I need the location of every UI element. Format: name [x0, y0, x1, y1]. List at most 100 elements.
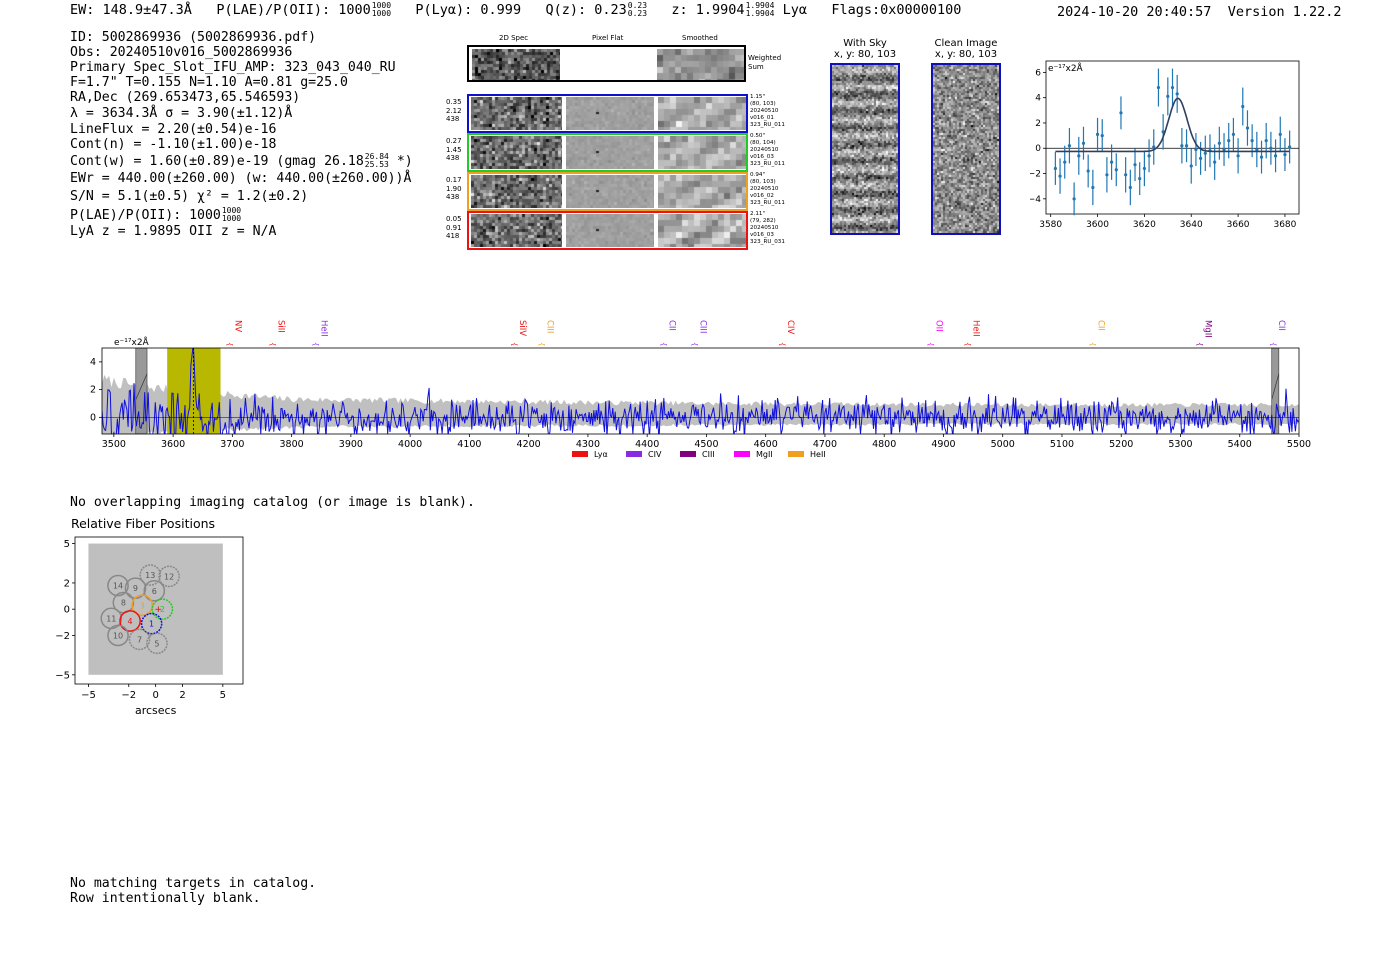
fiber-plot-title: Relative Fiber Positions: [71, 516, 215, 531]
masked-hatch: [135, 373, 148, 400]
line-label: CIII: [698, 320, 708, 333]
fiber-image-area: [88, 543, 223, 675]
legend-swatch: [734, 451, 750, 457]
header-bar: EW: 148.9±47.3Å P(LAE)/P(OII): 1000 1000 1…: [70, 2, 961, 19]
zoom-data-point: [1058, 174, 1062, 178]
full-xtick-label: 4900: [931, 439, 955, 450]
line-label: HeII: [971, 320, 981, 337]
strip-texture: [471, 175, 562, 208]
strip-row: [467, 133, 748, 172]
clean-cutout-image: [933, 65, 999, 233]
zoom-data-point: [1245, 126, 1250, 130]
info-plae: P(LAE)/P(OII): 1000 1000 1000: [70, 206, 242, 224]
header-plae: P(LAE)/P(OII): 1000: [216, 2, 371, 18]
legend-swatch: [788, 451, 804, 457]
strip-2dspec: [471, 97, 562, 130]
sky-cutout: [830, 63, 900, 235]
line-label: CII: [1276, 320, 1286, 331]
strip-pixelflat: [566, 97, 654, 130]
fiber-label: 3: [140, 601, 145, 610]
zoom-data-point: [1109, 160, 1114, 164]
line-label: CIII: [545, 320, 555, 333]
zoom-data-point: [1138, 176, 1142, 181]
header-version: Version 1.22.2: [1227, 4, 1342, 20]
strip-title-pixelflat: Pixel Flat: [592, 34, 624, 42]
line-label: OII: [933, 320, 943, 332]
zoom-data-point: [1222, 147, 1226, 152]
fiber-xtick-label: −5: [81, 690, 96, 701]
full-xtick-label: 5500: [1287, 439, 1311, 450]
full-xtick-label: 4000: [398, 439, 422, 450]
zoom-xtick-label: 3660: [1227, 220, 1250, 230]
zoom-data-point: [1067, 144, 1072, 148]
zoom-data-point: [1288, 145, 1292, 149]
zoom-data-point: [1114, 168, 1118, 172]
fiber-ytick-label: 5: [64, 539, 70, 550]
legend-label: HeII: [810, 450, 826, 459]
zoom-data-point: [1227, 139, 1231, 143]
fiber-circle: [140, 612, 163, 635]
zoom-data-point: [1072, 197, 1076, 201]
fiber-circle: [143, 579, 166, 602]
line-label-bracket: {: [225, 342, 233, 346]
full-xtick-label: 5000: [991, 439, 1015, 450]
full-xtick-label: 5300: [1168, 439, 1192, 450]
header-right: 2024-10-20 20:40:57 Version 1.22.2: [1057, 4, 1342, 20]
zoom-data-point: [1166, 94, 1170, 99]
zoom-data-point: [1128, 185, 1132, 190]
info-obs: Obs: 20240510v016_5002869936: [70, 45, 293, 60]
fiber-circle: [131, 594, 154, 617]
fiber-label: 4: [128, 617, 133, 626]
strip-texture: [471, 136, 562, 169]
fiber-xtick-label: 0: [152, 690, 158, 701]
full-xtick-label: 4500: [694, 439, 718, 450]
weighted-2dspec: [472, 49, 560, 80]
full-xtick-label: 5100: [1050, 439, 1074, 450]
fiber-ytick-label: 2: [64, 578, 70, 589]
legend-label: MgII: [756, 450, 773, 459]
weighted-smoothed: [657, 49, 744, 80]
zoom-data-point: [1152, 145, 1156, 149]
fiber-circle: [146, 632, 168, 655]
fiber-positions-plot: Relative Fiber Positions 14 13 12 9 6 8 3 2 11 4 1 1…: [55, 516, 244, 717]
zoom-data-point: [1213, 160, 1217, 164]
strip-texture: [471, 97, 562, 130]
zoom-data-point: [1231, 132, 1236, 136]
header-qz: Q(z): 0.23: [545, 2, 627, 18]
line-label-bracket: {: [311, 342, 319, 346]
info-radec: RA,Dec (269.653473,65.546593): [70, 90, 301, 105]
zoom-data-point: [1063, 160, 1067, 164]
strip-row-left-values: 0.05 0.91 418: [446, 215, 462, 240]
full-xtick-label: 4300: [576, 439, 600, 450]
info-primary: Primary Spec_Slot_IFU_AMP: 323_043_040_R…: [70, 60, 396, 75]
fiber-circle: [151, 598, 174, 621]
imaging-note: No overlapping imaging catalog (or image…: [70, 495, 475, 510]
legend-swatch: [572, 451, 588, 457]
zoom-data-point: [1091, 185, 1095, 190]
full-xtick-label: 3500: [102, 439, 126, 450]
strip-texture: [471, 214, 562, 247]
fiber-xtick-label: −2: [121, 690, 136, 701]
zoom-data-point: [1189, 164, 1193, 168]
zoom-data-point: [1124, 173, 1128, 177]
info-lyaz: LyA z = 1.9895 OII z = N/A: [70, 224, 277, 239]
strip-title-2dspec: 2D Spec: [499, 34, 529, 42]
strip-2dspec: [471, 175, 562, 208]
line-label-bracket: {: [660, 342, 668, 346]
strip-texture: [566, 214, 654, 247]
strip-row-right-values: 2.11" (79, 282) 20240510 v016_03 323_RU_031: [750, 211, 785, 245]
fiber-ytick-label: 0: [64, 605, 70, 616]
fiber-label: 1: [149, 620, 154, 629]
strip-pixelflat: [566, 136, 654, 169]
fiber-circle: [107, 624, 129, 647]
strip-texture: [566, 136, 654, 169]
zoom-data-point: [1184, 144, 1189, 148]
full-xtick-label: 4700: [813, 439, 837, 450]
zoom-data-point: [1241, 104, 1245, 109]
full-xtick-label: 3700: [220, 439, 244, 450]
strip-2dspec: [471, 214, 562, 247]
info-sn: S/N = 5.1(±0.5) χ² = 1.2(±0.2): [70, 189, 309, 204]
line-label: NV: [232, 320, 242, 332]
masked-region: [135, 348, 148, 434]
flux-line: [102, 348, 1299, 434]
